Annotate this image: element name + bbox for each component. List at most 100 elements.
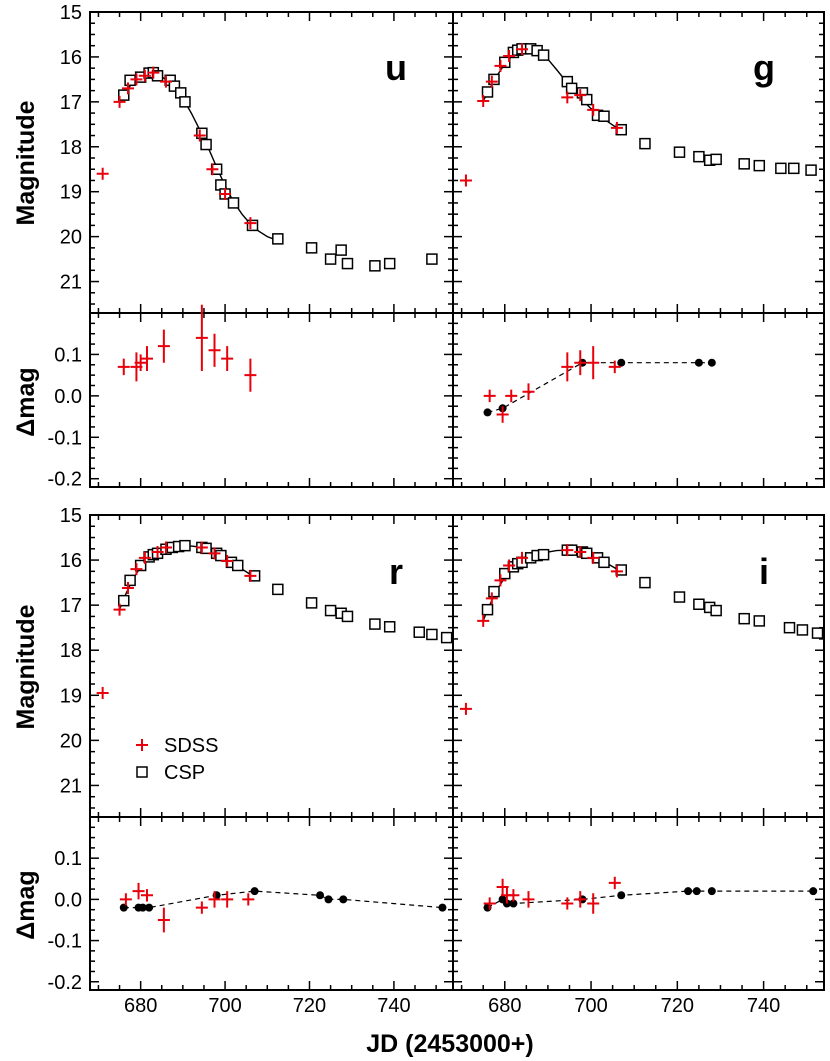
x-axis-title: JD (2453000+) [366, 1030, 533, 1058]
dmag-model-point [809, 887, 818, 896]
dmag-model-point [617, 358, 626, 367]
dmag-model-line-i [487, 890, 814, 909]
sdss-point [610, 121, 623, 134]
dmag-model-point [119, 903, 128, 912]
sdss-point [138, 551, 151, 564]
sdss-point [459, 702, 472, 715]
sdss-point [610, 565, 623, 578]
dmag-sdss-point [195, 901, 208, 914]
dmag-model-point [339, 895, 348, 904]
sdss-point [503, 559, 516, 572]
magnitude-tick-label: 15 [60, 505, 82, 527]
csp-point [673, 591, 686, 603]
sdss-point [494, 59, 507, 72]
sdss-point [485, 592, 498, 605]
panel-g [452, 11, 825, 488]
csp-point [710, 153, 722, 166]
sdss-point [159, 541, 172, 554]
dmag-model-point [707, 887, 716, 896]
panel-r: 680 700 720 740 15 16 17 18 19 20 21 0.1 0.0 -0.1 -0.2 [48, 505, 454, 1017]
magnitude-tick-label: 18 [60, 640, 82, 662]
csp-point [481, 603, 494, 616]
csp-point [693, 598, 705, 610]
csp-point [426, 253, 438, 265]
csp-point [324, 604, 337, 617]
dmag-axes-frame-u [89, 312, 454, 488]
dmag-sdss-point [608, 360, 621, 374]
sdss-point [130, 563, 143, 576]
sdss-point [147, 66, 160, 79]
band-label-u: u [385, 47, 407, 88]
dmag-tick-label: 0.0 [54, 889, 82, 911]
csp-point [481, 86, 494, 98]
y-axis-title-dmag-bottom: Δmag [12, 870, 40, 939]
sdss-point [477, 614, 490, 627]
sdss-point [113, 95, 126, 108]
dmag-model-point [316, 891, 325, 900]
dmag-sdss-point [574, 891, 587, 908]
dmag-model-point [692, 887, 701, 896]
dmag-sdss-point [208, 333, 221, 367]
dmag-sdss-point [608, 876, 621, 890]
csp-point [272, 583, 284, 596]
dmag-sdss-point [221, 891, 234, 908]
dmag-model-point [145, 903, 154, 912]
csp-point [580, 547, 593, 560]
dmag-sdss-point [208, 891, 221, 908]
dmag-sdss-point [221, 346, 234, 371]
sdss-point [113, 603, 126, 616]
csp-point [335, 244, 347, 256]
dmag-model-point [684, 887, 693, 896]
dmag-sdss-point [483, 389, 496, 403]
csp-point [738, 158, 750, 170]
dmag-sdss-point [134, 354, 147, 371]
dmag-axes-frame-r [89, 816, 454, 991]
sdss-point [96, 167, 109, 180]
dmag-sdss-point [587, 346, 600, 380]
dmag-model-line-g [487, 362, 712, 413]
sdss-point [574, 89, 587, 102]
sdss-point [561, 544, 574, 557]
csp-point [168, 80, 181, 92]
magnitude-tick-label: 16 [60, 550, 82, 572]
dmag-sdss-point [574, 350, 587, 376]
dmag-tick-label: 0.1 [54, 848, 82, 870]
legend: SDSS CSP [136, 735, 218, 784]
csp-point [710, 604, 722, 617]
csp-point [811, 627, 824, 639]
y-axis-title-dmag-top: Δmag [12, 367, 40, 436]
csp-point [341, 610, 354, 623]
csp-point [383, 257, 396, 270]
dmag-model-point [138, 903, 147, 912]
csp-point [196, 127, 208, 140]
sdss-point [485, 75, 498, 88]
panel-u: 15 16 17 18 19 20 21 0.1 0.0 -0.1 -0.2 [48, 2, 454, 491]
dmag-sdss-point [561, 897, 574, 910]
model-curve-r [118, 545, 260, 610]
csp-point [673, 146, 686, 158]
sdss-point [244, 569, 257, 582]
csp-point [639, 137, 651, 150]
x-tick-label: 740 [747, 995, 780, 1017]
csp-point [499, 567, 511, 580]
magnitude-tick-label: 20 [60, 227, 82, 249]
csp-point [118, 594, 130, 607]
dmag-sdss-point [522, 891, 535, 908]
dmag-sdss-point [507, 889, 520, 902]
sdss-point [195, 541, 208, 554]
csp-point [796, 624, 809, 636]
legend-marker-csp [136, 766, 148, 778]
dmag-sdss-point [587, 893, 600, 914]
csp-point [369, 618, 381, 630]
dmag-sdss-point [157, 329, 170, 363]
dmag-sdss-point [244, 358, 257, 392]
csp-point [537, 548, 550, 561]
dmag-model-point [617, 891, 626, 900]
band-label-r: r [389, 551, 403, 592]
dmag-model-point [324, 895, 333, 904]
csp-point [305, 597, 318, 609]
panel-i: 680 700 720 740 [452, 514, 825, 1017]
sdss-point [459, 174, 472, 187]
x-tick-label: 720 [293, 995, 326, 1017]
csp-point [426, 628, 438, 641]
